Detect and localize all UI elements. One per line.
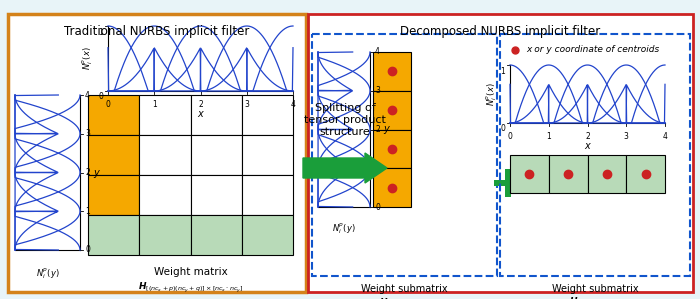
- Text: 1: 1: [98, 28, 103, 37]
- Bar: [88, 135, 139, 175]
- Text: 1: 1: [152, 100, 157, 109]
- Bar: [241, 135, 293, 175]
- Bar: [88, 175, 139, 215]
- Bar: [373, 129, 411, 168]
- Bar: [139, 135, 190, 175]
- Bar: [587, 155, 626, 193]
- Text: 4: 4: [85, 91, 90, 100]
- Bar: [139, 215, 190, 255]
- Text: $N_i^p(x)$: $N_i^p(x)$: [484, 82, 499, 106]
- Text: $N_i^p(y)$: $N_i^p(y)$: [36, 266, 60, 281]
- Text: $N_i^p(x)$: $N_i^p(x)$: [80, 47, 95, 70]
- Text: Traditional NURBS implicit filter: Traditional NURBS implicit filter: [64, 25, 250, 38]
- Text: x or y coordinate of centroids: x or y coordinate of centroids: [526, 45, 659, 54]
- Text: x: x: [584, 141, 590, 151]
- Text: 0: 0: [500, 124, 505, 133]
- Bar: [241, 175, 293, 215]
- Text: x: x: [197, 109, 204, 119]
- Text: Weight submatrix: Weight submatrix: [361, 284, 448, 294]
- Text: $\boldsymbol{H}_{(nc_x+p)\cdot nc_x}$: $\boldsymbol{H}_{(nc_x+p)\cdot nc_x}$: [570, 296, 620, 299]
- Bar: [241, 95, 293, 135]
- Bar: [494, 180, 522, 186]
- Text: $\boldsymbol{H}_{(nc_y+q)\cdot nc_y}$: $\boldsymbol{H}_{(nc_y+q)\cdot nc_y}$: [379, 296, 430, 299]
- Text: 0: 0: [98, 92, 103, 101]
- Text: 2: 2: [585, 132, 590, 141]
- Text: $\boldsymbol{H}_{[(nc_x+p)(nc_y+q)]\times[nc_x \cdot nc_y]}$: $\boldsymbol{H}_{[(nc_x+p)(nc_y+q)]\time…: [138, 280, 243, 295]
- Text: 4: 4: [290, 100, 295, 109]
- Text: 3: 3: [85, 129, 90, 138]
- Bar: [190, 95, 241, 135]
- Bar: [373, 168, 411, 207]
- Bar: [510, 155, 549, 193]
- Text: Weight submatrix: Weight submatrix: [552, 284, 638, 294]
- Text: 2: 2: [85, 168, 90, 177]
- Text: 2: 2: [198, 100, 203, 109]
- FancyArrow shape: [303, 153, 387, 183]
- Text: 1: 1: [500, 67, 505, 76]
- Text: 0: 0: [85, 245, 90, 254]
- Bar: [139, 95, 190, 135]
- Text: 3: 3: [624, 132, 629, 141]
- Text: 4: 4: [663, 132, 667, 141]
- FancyBboxPatch shape: [8, 14, 306, 292]
- Text: 1: 1: [375, 164, 379, 173]
- Text: 4: 4: [375, 48, 380, 57]
- Text: $N_i^p(y)$: $N_i^p(y)$: [332, 221, 356, 236]
- Text: 0: 0: [375, 202, 380, 211]
- Bar: [139, 175, 190, 215]
- Bar: [88, 215, 139, 255]
- Text: y: y: [383, 124, 389, 135]
- Bar: [505, 169, 511, 197]
- Text: Splitting of
tensor product
structure: Splitting of tensor product structure: [304, 103, 386, 137]
- Bar: [373, 52, 411, 91]
- Bar: [190, 135, 241, 175]
- Text: 0: 0: [508, 132, 512, 141]
- FancyBboxPatch shape: [308, 14, 693, 292]
- Text: 3: 3: [244, 100, 249, 109]
- Bar: [373, 91, 411, 129]
- Text: 0: 0: [106, 100, 111, 109]
- Text: 3: 3: [375, 86, 380, 95]
- Text: 1: 1: [547, 132, 551, 141]
- Text: 2: 2: [375, 125, 379, 134]
- Text: Decomposed NURBS implicit filter: Decomposed NURBS implicit filter: [400, 25, 601, 38]
- Text: y: y: [93, 167, 99, 178]
- Bar: [88, 95, 139, 135]
- Bar: [190, 175, 241, 215]
- Bar: [549, 155, 587, 193]
- Bar: [241, 215, 293, 255]
- Text: Weight matrix: Weight matrix: [153, 267, 228, 277]
- Bar: [626, 155, 665, 193]
- Text: 1: 1: [85, 207, 90, 216]
- Bar: [190, 215, 241, 255]
